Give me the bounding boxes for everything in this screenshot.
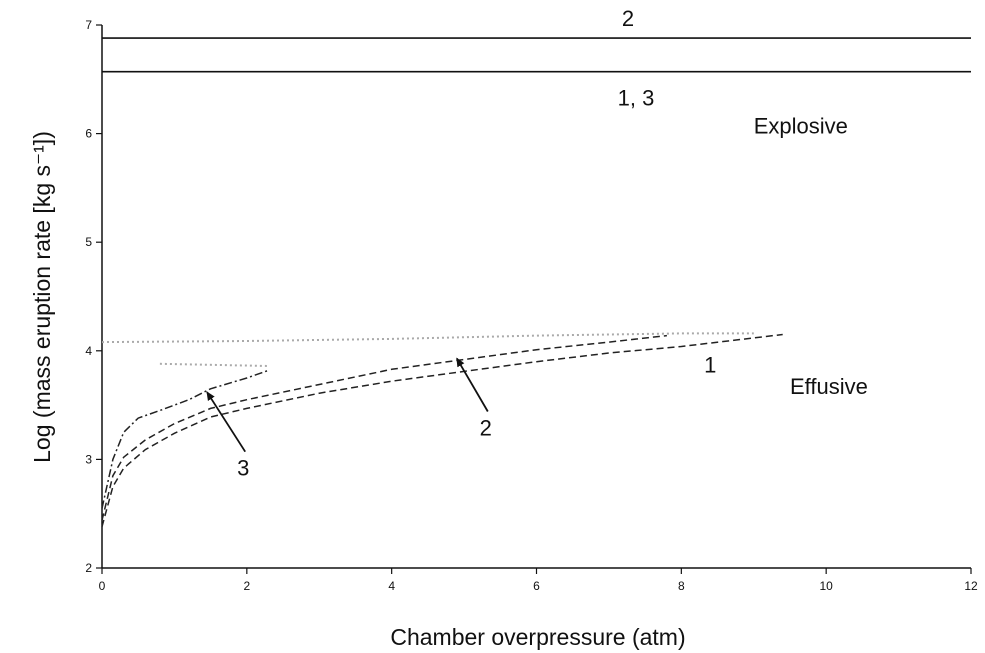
plot-area: 2 1, 3 Explosive Effusive xyxy=(102,6,971,399)
y-axis-title: Log (mass eruption rate [kg s⁻¹]) xyxy=(29,131,55,463)
threshold-label: 2 xyxy=(622,6,634,31)
y-tick-label: 2 xyxy=(85,561,92,575)
threshold-label: 1, 3 xyxy=(618,86,655,111)
series-line xyxy=(101,332,754,344)
y-tick-label: 3 xyxy=(85,452,92,466)
series-line xyxy=(101,334,667,521)
series-group xyxy=(101,332,783,527)
region-label: Effusive xyxy=(790,374,868,399)
x-tick-label: 0 xyxy=(99,579,106,593)
x-tick-label: 4 xyxy=(388,579,395,593)
annotations-group: 1 2 3 xyxy=(206,353,716,481)
curve-label: 2 xyxy=(480,416,492,441)
annotation-arrow xyxy=(456,357,489,412)
x-tick-label: 2 xyxy=(243,579,250,593)
y-tick-label: 4 xyxy=(85,344,92,358)
curve-label: 3 xyxy=(237,456,249,481)
curve-label: 1 xyxy=(704,353,716,378)
x-tick-label: 12 xyxy=(964,579,978,593)
region-label: Explosive xyxy=(754,114,848,139)
annotation-arrow xyxy=(206,391,246,453)
y-tick-label: 6 xyxy=(85,127,92,141)
x-tick-label: 8 xyxy=(678,579,685,593)
y-tick-label: 5 xyxy=(85,235,92,249)
series-line xyxy=(101,369,269,509)
x-tick-label: 10 xyxy=(819,579,833,593)
x-axis-title: Chamber overpressure (atm) xyxy=(390,624,685,650)
y-tick-label: 7 xyxy=(85,18,92,32)
series-line xyxy=(101,333,783,527)
x-tick-label: 6 xyxy=(533,579,540,593)
series-line xyxy=(159,362,269,367)
